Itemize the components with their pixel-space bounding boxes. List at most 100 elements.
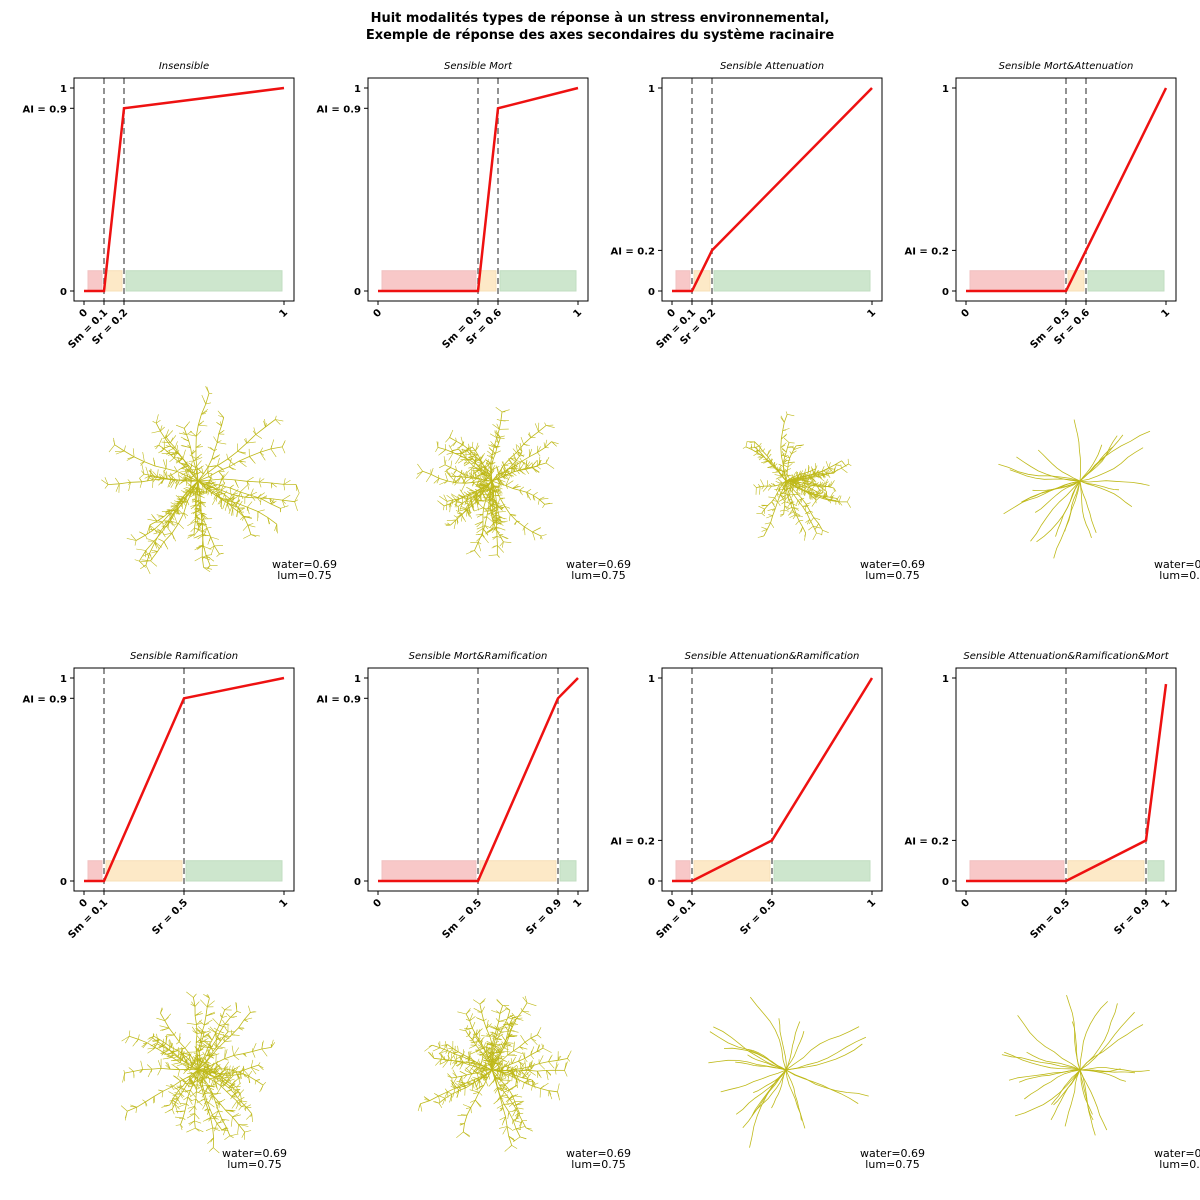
- root-hair: [133, 1071, 135, 1077]
- root-hair: [187, 444, 191, 448]
- root-hair: [782, 464, 789, 468]
- root-hair: [196, 471, 200, 475]
- root-hair: [753, 445, 760, 449]
- root-hair: [445, 437, 450, 443]
- root-hair: [784, 487, 790, 492]
- root-hair: [476, 1072, 480, 1081]
- root-hair: [101, 479, 109, 485]
- root-hair: [501, 409, 510, 413]
- root-system-image: [742, 411, 852, 541]
- root-hair: [783, 487, 788, 492]
- root-hair: [236, 1101, 238, 1105]
- y-tick-label: AI = 0.9: [22, 694, 67, 705]
- root-hair: [160, 1052, 164, 1054]
- root-hair: [504, 1044, 513, 1047]
- root-hair: [496, 504, 506, 508]
- root-hair: [202, 481, 212, 486]
- root-hair: [518, 466, 522, 471]
- root-hair: [438, 449, 446, 456]
- root-hair: [270, 445, 272, 449]
- root-hair: [767, 486, 772, 491]
- root-hair: [782, 428, 790, 431]
- root-hair: [203, 1070, 206, 1078]
- chart-title: Sensible Mort&Ramification: [409, 651, 548, 662]
- root-hair: [787, 463, 793, 468]
- root-hair: [537, 446, 541, 453]
- root-hair: [490, 519, 497, 528]
- root-hair: [812, 495, 818, 498]
- root-hair: [452, 470, 457, 476]
- root-hair: [205, 555, 215, 562]
- root-hair: [783, 437, 790, 443]
- y-tick-label: 0: [60, 877, 67, 888]
- root-hair: [183, 1096, 189, 1101]
- root-hair: [178, 497, 187, 501]
- root-hair: [542, 1047, 552, 1053]
- root-hair: [224, 1049, 226, 1059]
- root-hair: [519, 1112, 524, 1114]
- y-tick-label: AI = 0.9: [22, 104, 67, 115]
- root-hair: [418, 1103, 421, 1108]
- root-hair: [194, 1058, 199, 1062]
- root-hair: [189, 1077, 195, 1083]
- root-hair: [525, 459, 528, 469]
- root-hair: [232, 1065, 234, 1071]
- root-hair: [768, 465, 774, 469]
- root-hair: [477, 542, 482, 552]
- root-hair: [165, 1085, 173, 1087]
- root-hair: [170, 505, 177, 507]
- root-hair: [224, 1058, 229, 1061]
- root-hair: [483, 467, 491, 473]
- root-hair: [295, 484, 297, 491]
- root-hair: [497, 545, 505, 553]
- root-hair: [198, 1089, 203, 1093]
- root-hair: [787, 507, 792, 510]
- zone-mort: [969, 270, 1065, 292]
- x-tick-label: Sm = 0.5: [441, 897, 485, 941]
- root-hair: [194, 512, 202, 519]
- root-hair: [189, 1075, 192, 1086]
- root-axis: [735, 1069, 787, 1115]
- root-hair: [193, 457, 203, 462]
- root-system-image: [998, 419, 1151, 559]
- root-hair: [456, 444, 464, 449]
- root-hair: [449, 503, 451, 513]
- root-hair: [174, 441, 178, 448]
- root-hair: [499, 534, 504, 536]
- root-hair: [432, 1047, 441, 1052]
- root-hair: [567, 1058, 571, 1062]
- root-hair: [797, 477, 804, 481]
- root-hair: [777, 464, 782, 471]
- root-hair: [258, 1062, 261, 1066]
- y-tick-label: AI = 0.2: [904, 246, 949, 257]
- root-hair: [499, 1126, 508, 1129]
- root-hair: [214, 1110, 219, 1120]
- root-hair: [538, 1063, 546, 1070]
- root-hair: [157, 1060, 162, 1069]
- root-hair: [803, 490, 806, 496]
- root-system-image: [101, 386, 300, 575]
- root-hair: [207, 1000, 215, 1008]
- root-hair: [466, 509, 472, 519]
- root-hair: [493, 1074, 497, 1080]
- zone-attenuation: [105, 270, 123, 292]
- root-hair: [250, 534, 260, 537]
- root-hair: [147, 1037, 153, 1043]
- root-hair: [294, 501, 298, 511]
- root-hair: [172, 1099, 174, 1108]
- root-hair: [522, 996, 528, 1003]
- root-hair: [203, 1064, 208, 1072]
- root-hair: [782, 459, 788, 465]
- root-hair: [475, 1099, 482, 1107]
- root-hair: [508, 459, 513, 465]
- root-hair: [772, 483, 776, 487]
- root-hair: [508, 1110, 517, 1113]
- root-hair: [174, 510, 178, 515]
- root-hair: [459, 1029, 466, 1031]
- root-axis: [1026, 1051, 1081, 1071]
- root-hair: [524, 1060, 527, 1070]
- root-hair: [136, 548, 146, 551]
- root-hair: [258, 1064, 264, 1069]
- root-hair: [177, 508, 184, 515]
- root-hair: [176, 445, 178, 453]
